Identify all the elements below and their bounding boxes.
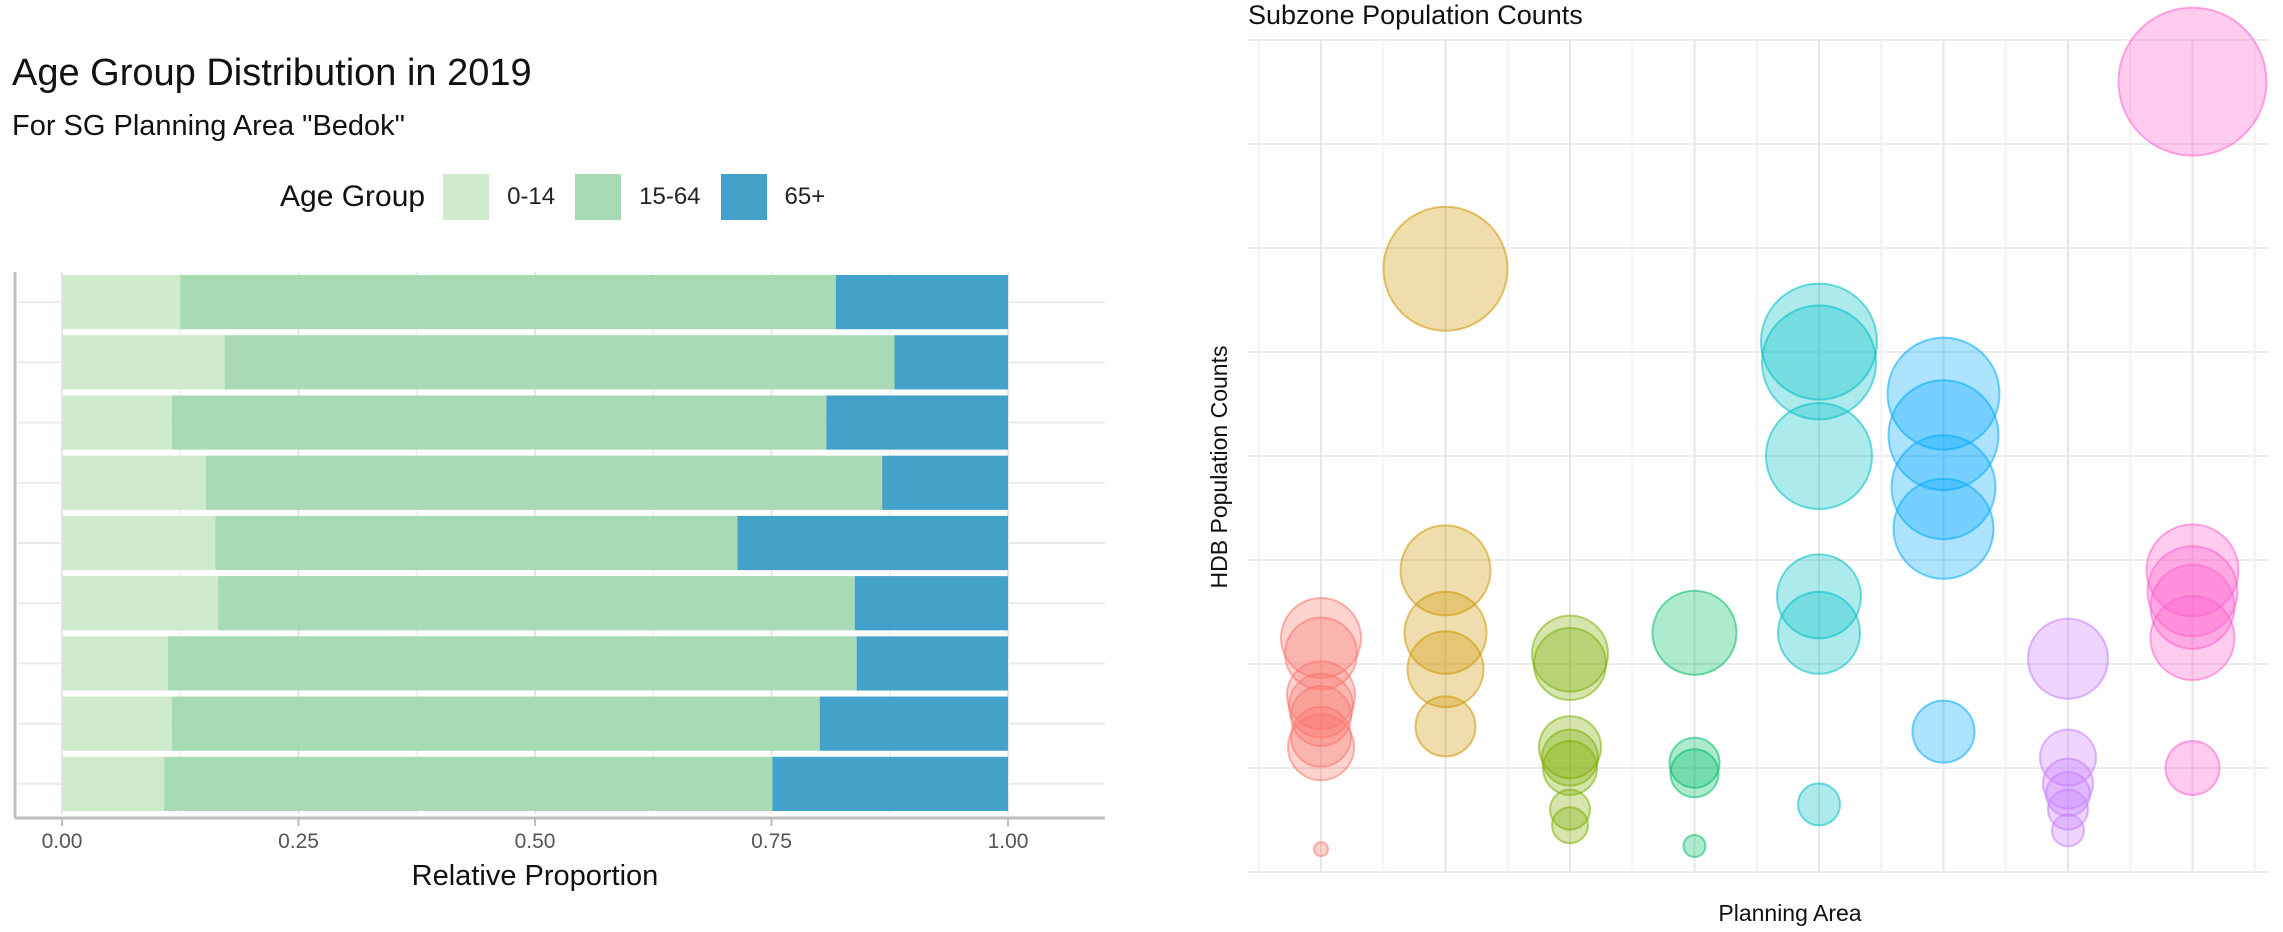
bubble <box>1549 788 1591 831</box>
bar-segment <box>215 515 738 571</box>
bubble <box>1541 728 1599 787</box>
bar-segment <box>171 395 827 450</box>
bar-segment <box>218 576 855 631</box>
bubble <box>1284 616 1358 691</box>
bar-segment <box>854 576 1008 631</box>
bubble <box>1892 477 1995 580</box>
bubble-chart-plot: Planning Area HDB Population Counts <box>1206 6 2270 926</box>
bubble <box>1542 740 1598 796</box>
bar-segment <box>180 275 836 330</box>
y-axis-label: HDB Population Counts <box>1206 346 1232 589</box>
bubble <box>2045 771 2091 817</box>
bubble <box>2047 788 2089 831</box>
x-axis-label: Relative Proportion <box>412 860 659 892</box>
bubble <box>1761 304 1877 421</box>
bubble <box>2149 563 2236 650</box>
bar-segment <box>894 335 1008 390</box>
bubble <box>2117 6 2268 157</box>
x-tick-label: 0.50 <box>515 830 556 853</box>
legend-label-65-plus: 65+ <box>784 183 826 210</box>
bar-segment <box>856 636 1008 691</box>
bubble <box>1280 597 1362 679</box>
bubble <box>1797 782 1841 827</box>
bar-segment <box>62 335 225 390</box>
bar-segment <box>62 696 172 751</box>
bubble <box>1533 627 1607 701</box>
bubble <box>1890 434 1997 541</box>
bubble <box>1531 614 1609 693</box>
chart-title: Age Group Distribution in 2019 <box>12 52 532 94</box>
bar-segment <box>164 756 773 811</box>
legend-label-0-14: 0-14 <box>507 183 556 210</box>
bar-segment <box>62 455 206 510</box>
bubble <box>1399 524 1492 617</box>
bubble <box>1287 713 1355 782</box>
bubble <box>1403 590 1488 675</box>
bar-segment <box>62 275 181 330</box>
bar-segment <box>826 395 1008 450</box>
bar-chart-plot: 0.00 0.25 0.50 0.75 1.00 Relative Proportion <box>13 272 1105 892</box>
bar-segment <box>62 636 168 691</box>
bar-segment <box>62 576 219 631</box>
bubble <box>1313 841 1329 858</box>
legend-item-65-plus: 65+ <box>720 174 826 220</box>
x-tick-label: 1.00 <box>988 830 1029 853</box>
bubble <box>1290 705 1352 768</box>
bubble <box>1538 715 1602 780</box>
bar-segment <box>772 756 1008 811</box>
bar-segment <box>882 455 1008 510</box>
bubble <box>2149 595 2236 681</box>
bar-segment <box>62 756 165 811</box>
bubble <box>1669 748 1720 799</box>
bubble <box>1886 336 2001 451</box>
scatter-title: Subzone Population Counts <box>1248 0 1583 30</box>
bubble <box>1551 806 1589 845</box>
legend-swatch-15-64 <box>575 174 622 220</box>
legend-item-15-64: 15-64 <box>575 174 701 220</box>
legend-item-0-14: 0-14 <box>443 174 555 220</box>
bubble <box>1765 402 1873 510</box>
bar-segment <box>205 455 883 510</box>
bar-segment <box>819 696 1008 751</box>
bar-segment <box>224 335 895 390</box>
bubble <box>1911 699 1976 764</box>
legend-swatch-65-plus <box>720 174 767 220</box>
bubble <box>1777 590 1861 675</box>
legend-title: Age Group <box>280 180 426 213</box>
bubble <box>2145 523 2240 618</box>
bubble <box>1776 553 1862 640</box>
chart-subtitle: For SG Planning Area "Bedok" <box>12 110 405 142</box>
bar-segment <box>835 275 1008 330</box>
bubble <box>1406 630 1485 709</box>
x-axis-label: Planning Area <box>1718 900 1861 926</box>
bubble <box>2164 740 2221 796</box>
bar-segment <box>62 515 216 571</box>
bubble <box>1682 834 1707 858</box>
bar-segment <box>62 395 172 450</box>
bubble <box>1290 685 1352 747</box>
bubble <box>1668 736 1721 789</box>
bubble <box>2042 757 2094 810</box>
x-tick-label: 0.25 <box>278 830 319 853</box>
legend-label-15-64: 15-64 <box>639 183 701 210</box>
age-distribution-chart: Age Group Distribution in 2019 For SG Pl… <box>0 0 1130 932</box>
bubble <box>2146 545 2239 638</box>
bubble <box>1651 589 1738 676</box>
bar-segment <box>167 636 857 691</box>
legend: Age Group 0-14 15-64 65+ <box>280 172 845 222</box>
bubble <box>1382 205 1509 332</box>
bubble <box>2027 617 2109 700</box>
legend-swatch-0-14 <box>443 174 490 220</box>
x-tick-label: 0.75 <box>751 830 792 853</box>
bubble <box>2051 813 2085 848</box>
bar-segment <box>737 515 1008 571</box>
bar-segment <box>171 696 820 751</box>
x-tick-label: 0.00 <box>42 830 83 853</box>
subzone-population-chart: Subzone Population Counts Planning Area H… <box>1130 0 2283 932</box>
bubble <box>1414 695 1477 758</box>
